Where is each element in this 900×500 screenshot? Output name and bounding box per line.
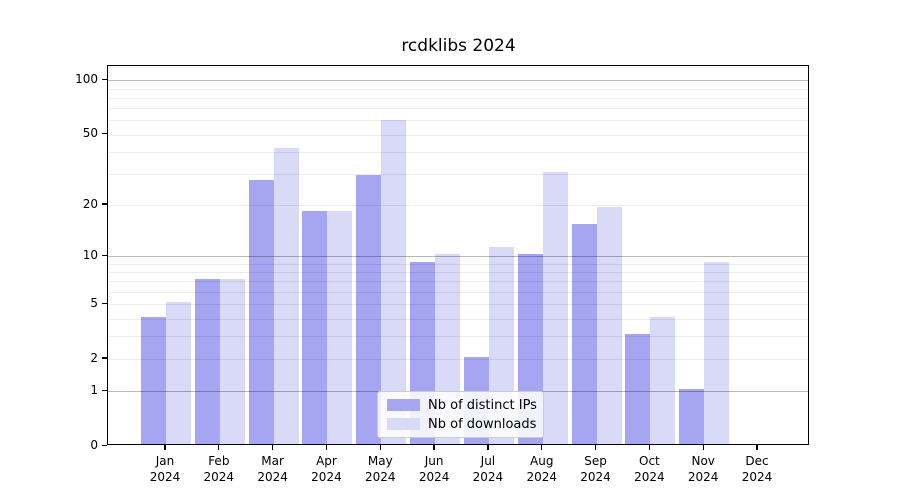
x-tick-mark-dec	[756, 445, 758, 450]
bar-distinct-ips-sep-2024	[571, 224, 597, 444]
x-tick-label-oct: Oct 2024	[634, 454, 665, 484]
x-tick-label-feb: Feb 2024	[203, 454, 235, 484]
gridline-major-10	[108, 256, 808, 257]
gridline-minor-9	[108, 263, 808, 265]
x-tick-mark-jan	[164, 445, 166, 450]
bar-distinct-ips-nov-2024	[679, 389, 705, 444]
bar-downloads-aug-2024	[542, 171, 568, 444]
x-tick-mark-nov	[702, 445, 704, 450]
x-tick-mark-sep	[594, 445, 597, 450]
gridline-minor-60	[108, 120, 808, 122]
gridline-minor-80	[108, 97, 808, 99]
gridline-major-100	[108, 80, 808, 82]
gridline-minor-30	[108, 173, 808, 175]
y-tick-label-5: 5	[90, 296, 98, 311]
legend: Nb of distinct IPs Nb of downloads	[377, 391, 544, 438]
x-tick-label-jul: Jul 2024	[472, 454, 504, 484]
y-tick-mark-100	[102, 78, 107, 81]
x-tick-label-jun: Jun 2024	[418, 454, 450, 484]
x-tick-mark-aug	[541, 445, 543, 450]
bar-downloads-sep-2024	[596, 206, 622, 444]
y-tick-label-1: 1	[90, 383, 98, 398]
bar-downloads-apr-2024	[327, 210, 353, 444]
y-tick-label-50: 50	[82, 126, 98, 141]
bar-downloads-mar-2024	[273, 147, 299, 444]
y-tick-mark-0	[102, 444, 107, 446]
gridline-minor-2	[108, 359, 808, 360]
x-tick-mark-may	[379, 445, 381, 450]
x-tick-mark-feb	[218, 445, 220, 450]
x-tick-label-aug: Aug 2024	[526, 454, 557, 484]
y-tick-mark-1	[102, 389, 107, 391]
y-tick-label-2: 2	[90, 350, 98, 365]
x-tick-mark-jul	[487, 445, 489, 450]
y-tick-mark-2	[102, 357, 107, 359]
legend-label-distinct-ips: Nb of distinct IPs	[428, 397, 537, 413]
x-tick-label-dec: Dec 2024	[741, 454, 773, 484]
chart-title: rcdklibs 2024	[401, 36, 516, 56]
x-tick-label-nov: Nov 2024	[687, 454, 719, 484]
y-tick-mark-20	[102, 203, 107, 205]
gridline-minor-6	[108, 291, 808, 293]
legend-swatch-distinct-ips	[387, 399, 420, 411]
y-tick-label-20: 20	[82, 196, 98, 211]
gridline-minor-40	[108, 151, 808, 153]
bar-downloads-jan-2024	[166, 302, 191, 444]
plot-area	[107, 65, 809, 445]
gridline-minor-3	[108, 336, 808, 338]
legend-swatch-downloads	[387, 418, 420, 430]
y-tick-label-100: 100	[75, 72, 98, 87]
x-tick-label-may: May 2024	[364, 454, 396, 484]
y-tick-label-0: 0	[90, 438, 98, 452]
gridline-minor-90	[108, 88, 808, 90]
bar-downloads-may-2024	[381, 119, 407, 444]
bar-downloads-feb-2024	[219, 279, 245, 444]
legend-item-distinct-ips: Nb of distinct IPs	[387, 397, 537, 413]
x-tick-label-jan: Jan 2024	[149, 454, 181, 484]
y-tick-mark-5	[102, 302, 107, 304]
gridline-minor-7	[108, 281, 808, 283]
x-tick-label-apr: Apr 2024	[311, 454, 342, 484]
x-tick-mark-jun	[433, 445, 435, 450]
gridline-minor-5	[108, 304, 808, 305]
y-tick-mark-10	[102, 254, 107, 256]
bar-distinct-ips-apr-2024	[302, 210, 328, 444]
x-tick-mark-oct	[648, 445, 651, 450]
bar-distinct-ips-oct-2024	[625, 334, 651, 444]
x-tick-label-sep: Sep 2024	[580, 454, 611, 484]
bar-distinct-ips-jan-2024	[141, 316, 166, 444]
bar-distinct-ips-mar-2024	[248, 180, 274, 444]
legend-item-downloads: Nb of downloads	[387, 416, 537, 432]
x-tick-label-mar: Mar 2024	[257, 454, 288, 484]
x-tick-mark-apr	[325, 445, 328, 450]
gridline-minor-4	[108, 318, 808, 320]
gridline-minor-50	[108, 134, 808, 136]
bar-downloads-nov-2024	[704, 261, 730, 444]
bar-distinct-ips-feb-2024	[194, 279, 220, 444]
gridline-minor-20	[108, 204, 808, 206]
legend-label-downloads: Nb of downloads	[428, 416, 537, 432]
x-tick-mark-mar	[271, 445, 274, 450]
bar-downloads-oct-2024	[650, 316, 676, 444]
y-tick-label-10: 10	[82, 248, 98, 262]
gridline-minor-70	[108, 108, 808, 110]
y-tick-mark-50	[102, 132, 107, 135]
gridline-minor-8	[108, 271, 808, 273]
